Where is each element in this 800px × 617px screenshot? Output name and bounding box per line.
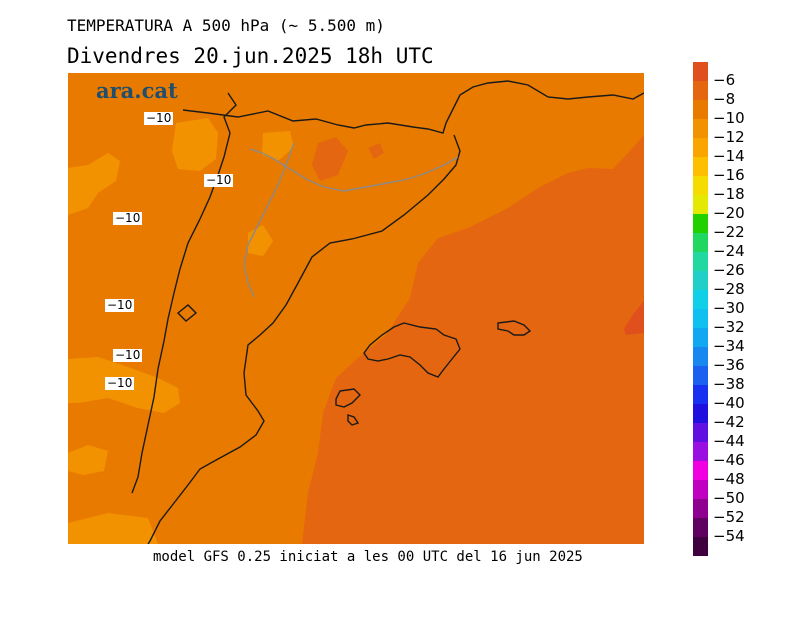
legend-label: −20 <box>713 204 745 222</box>
legend-label: −26 <box>713 261 745 279</box>
warm-patch-zone <box>262 131 294 161</box>
legend-color-swatch <box>693 119 708 139</box>
legend-label: −36 <box>713 356 745 374</box>
legend-color-swatch <box>693 81 708 101</box>
legend-color-swatch <box>693 404 708 424</box>
warm-patch-zone <box>68 153 120 215</box>
contour-label: −10 <box>113 211 143 225</box>
legend-label: −28 <box>713 280 745 298</box>
legend-label: −10 <box>713 109 745 127</box>
legend-label: −40 <box>713 394 745 412</box>
legend-color-swatch <box>693 423 708 443</box>
warm-core-zone <box>312 137 348 181</box>
border-lines <box>243 142 459 298</box>
legend-color-swatch <box>693 138 708 158</box>
legend-label: −48 <box>713 470 745 488</box>
legend-label: −22 <box>713 223 745 241</box>
legend-label: −50 <box>713 489 745 507</box>
legend-label: −46 <box>713 451 745 469</box>
warm-core-zone <box>302 135 644 544</box>
legend-color-swatch <box>693 442 708 462</box>
warm-core-zone <box>624 301 644 335</box>
map-title: TEMPERATURA A 500 hPa (~ 5.500 m) <box>67 16 385 35</box>
legend-color-swatch <box>693 176 708 196</box>
contour-label: −10 <box>204 173 234 187</box>
warm-patch-zone <box>172 118 218 171</box>
legend-label: −32 <box>713 318 745 336</box>
legend-color-swatch <box>693 157 708 177</box>
legend-color-swatch <box>693 214 708 234</box>
temperature-map <box>68 73 644 544</box>
contour-label: −10 <box>105 376 135 390</box>
warm-core-zone <box>368 143 384 159</box>
legend-label: −16 <box>713 166 745 184</box>
legend-label: −18 <box>713 185 745 203</box>
legend-label: −38 <box>713 375 745 393</box>
legend-color-swatch <box>693 100 708 120</box>
legend-label: −52 <box>713 508 745 526</box>
contour-label: −10 <box>105 298 135 312</box>
legend-label: −8 <box>713 90 736 108</box>
legend-color-swatch <box>693 385 708 405</box>
legend-label: −30 <box>713 299 745 317</box>
legend-label: −42 <box>713 413 745 431</box>
legend-color-swatch <box>693 309 708 329</box>
legend-label: −14 <box>713 147 745 165</box>
legend-label: −34 <box>713 337 745 355</box>
legend-label: −24 <box>713 242 745 260</box>
legend-color-swatch <box>693 271 708 291</box>
legend-color-swatch <box>693 537 708 556</box>
legend-color-swatch <box>693 328 708 348</box>
color-scale-legend <box>693 62 708 556</box>
warm-patch-zone <box>68 513 158 544</box>
contour-label: −10 <box>113 348 143 362</box>
legend-label: −6 <box>713 71 736 89</box>
model-info-footer: model GFS 0.25 iniciat a les 00 UTC del … <box>153 549 583 565</box>
legend-label: −44 <box>713 432 745 450</box>
legend-color-swatch <box>693 499 708 519</box>
legend-color-swatch <box>693 233 708 253</box>
logo-ara-cat: ara.cat <box>96 78 178 103</box>
legend-color-swatch <box>693 252 708 272</box>
legend-color-swatch <box>693 518 708 538</box>
legend-label: −54 <box>713 527 745 545</box>
warm-patch-zone <box>68 445 108 475</box>
contour-label: −10 <box>144 111 174 125</box>
map-subtitle: Divendres 20.jun.2025 18h UTC <box>67 44 434 68</box>
legend-color-swatch <box>693 461 708 481</box>
legend-color-swatch <box>693 347 708 367</box>
legend-color-swatch <box>693 480 708 500</box>
legend-color-swatch <box>693 290 708 310</box>
legend-color-swatch <box>693 195 708 215</box>
coastline-lines <box>131 80 644 544</box>
legend-label: −12 <box>713 128 745 146</box>
legend-color-swatch <box>693 62 708 82</box>
legend-color-swatch <box>693 366 708 386</box>
